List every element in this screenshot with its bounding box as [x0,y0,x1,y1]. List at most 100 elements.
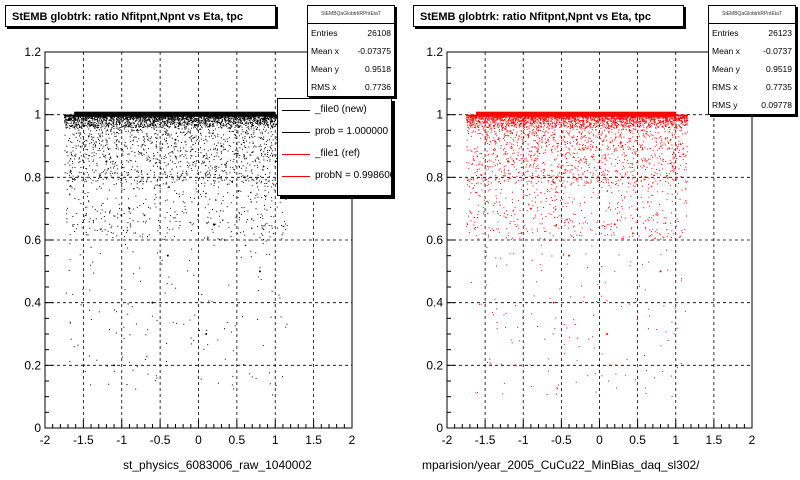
scatter-point [230,128,232,130]
scatter-point [275,123,277,125]
scatter-point [66,127,67,129]
scatter-point [238,117,240,119]
scatter-point [175,132,177,134]
scatter-point [81,227,83,229]
scatter-point [176,119,178,121]
scatter-point [100,144,102,146]
scatter-point [218,117,220,118]
scatter-point [255,146,257,148]
scatter-point [150,137,152,139]
scatter-point [125,181,127,183]
scatter-point [221,163,223,165]
scatter-point [123,167,125,169]
scatter-point [72,124,74,126]
scatter-point [140,152,141,154]
scatter-point [273,184,274,186]
scatter-point [273,154,275,156]
scatter-point [226,120,228,122]
scatter-point [117,148,119,150]
scatter-point [252,161,254,163]
scatter-point [145,133,147,135]
scatter-point [239,135,241,137]
scatter-point [129,118,131,120]
scatter-point [213,148,214,150]
scatter-point [182,118,183,120]
scatter-point [94,127,96,129]
scatter-point [259,120,261,122]
scatter-point [250,134,252,136]
scatter-point [114,163,116,165]
scatter-point [110,167,112,169]
scatter-point [177,140,179,142]
scatter-point [144,145,146,146]
scatter-point [243,142,244,143]
scatter-point [258,123,260,125]
scatter-point [64,172,66,174]
scatter-point [170,120,172,122]
scatter-point [110,129,112,131]
scatter-point [80,122,82,124]
scatter-point [261,117,263,119]
scatter-point [70,114,72,116]
scatter-point [129,126,131,128]
scatter-point [97,117,99,119]
scatter-point [215,117,217,119]
scatter-point [137,171,139,173]
scatter-point [215,223,217,225]
scatter-point [186,174,188,176]
scatter-point [267,185,269,187]
scatter-point [269,383,271,385]
scatter-point [141,173,143,175]
scatter-point [247,162,249,164]
scatter-point [127,174,128,176]
scatter-point [73,118,75,120]
scatter-point [271,227,273,229]
scatter-point [149,169,151,171]
scatter-point [90,264,92,266]
scatter-point [207,119,209,121]
scatter-point [243,153,245,155]
scatter-point [172,121,174,123]
scatter-point [231,126,233,128]
scatter-point [89,120,91,122]
scatter-point [161,117,162,118]
scatter-point [225,164,226,166]
scatter-point [88,136,89,138]
scatter-point [158,159,160,161]
scatter-point [64,117,66,119]
scatter-point [145,117,146,119]
scatter-point [267,125,269,127]
scatter-point [107,147,109,149]
scatter-point [214,119,216,121]
scatter-point [206,330,208,332]
scatter-point [115,135,117,137]
scatter-point [168,276,170,278]
scatter-point [70,185,72,187]
scatter-point [68,270,70,271]
scatter-point [75,132,77,134]
scatter-point [126,232,127,234]
scatter-point [90,319,92,320]
scatter-point [274,281,276,283]
scatter-point [66,172,68,174]
scatter-point [162,121,164,122]
scatter-point [269,119,271,121]
scatter-point [76,122,78,124]
scatter-point [211,117,213,119]
scatter-point [214,167,216,168]
scatter-point [133,208,135,210]
scatter-point [170,134,172,136]
scatter-point [168,186,170,188]
scatter-point [227,127,229,129]
scatter-point [72,224,74,226]
scatter-point [260,175,261,177]
scatter-point [99,252,101,254]
scatter-point [226,173,228,175]
scatter-point [260,118,262,120]
scatter-point [188,119,190,121]
scatter-point [195,163,197,165]
scatter-point [262,243,264,245]
scatter-point [193,274,195,276]
scatter-point [158,162,160,164]
scatter-point [210,123,211,125]
